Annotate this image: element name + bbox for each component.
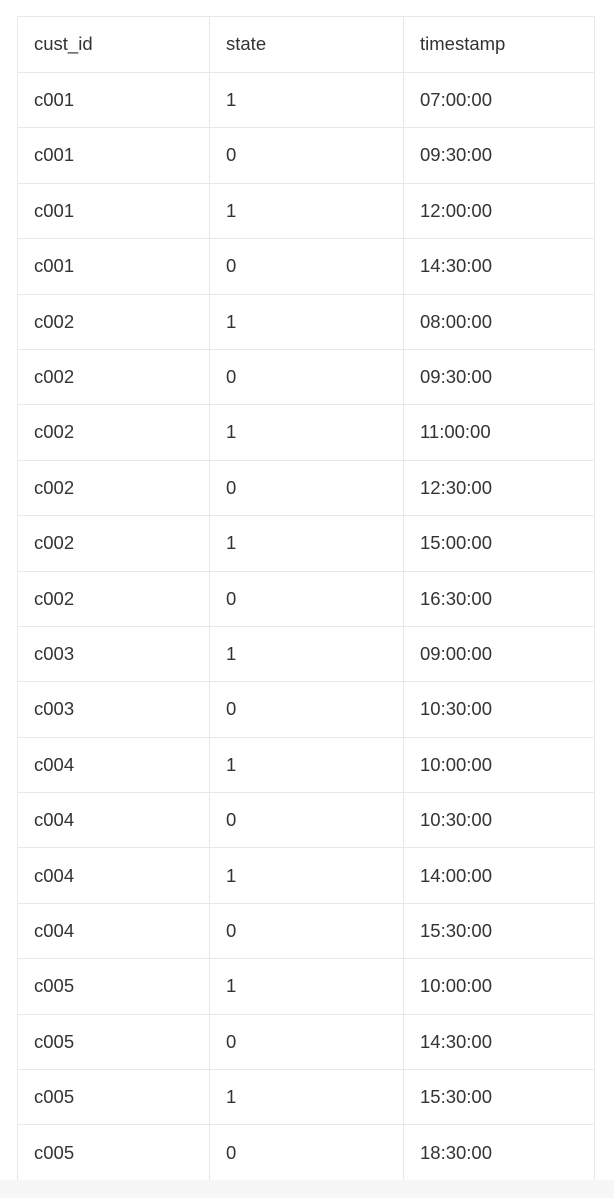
cell-timestamp: 14:00:00	[403, 847, 595, 904]
cell-state: 1	[209, 515, 404, 572]
cell-cust-id: c005	[17, 1069, 210, 1126]
table-row: c004 0 10:30:00	[17, 792, 595, 849]
cell-state: 1	[209, 958, 404, 1015]
cell-state: 0	[209, 902, 404, 960]
cell-timestamp: 15:00:00	[403, 515, 595, 572]
cell-state: 1	[209, 71, 404, 129]
cell-cust-id: c004	[17, 792, 210, 849]
cell-cust-id: c001	[17, 127, 210, 184]
column-header-state: state	[209, 16, 404, 73]
table-row: c005 1 15:30:00	[17, 1069, 595, 1126]
column-header-timestamp: timestamp	[403, 16, 595, 73]
cell-timestamp: 12:00:00	[403, 182, 595, 240]
cell-timestamp: 14:30:00	[403, 238, 595, 295]
table-row: c005 0 18:30:00	[17, 1124, 595, 1181]
cell-cust-id: c002	[17, 293, 210, 350]
cell-timestamp: 10:30:00	[403, 681, 595, 738]
cell-state: 0	[209, 1124, 404, 1181]
cell-cust-id: c002	[17, 459, 210, 517]
cell-cust-id: c001	[17, 182, 210, 240]
data-table-container: cust_id state timestamp c001 1 07:00:00 c00…	[17, 16, 595, 1181]
cell-cust-id: c004	[17, 736, 210, 794]
customer-state-table: cust_id state timestamp c001 1 07:00:00 c00…	[17, 16, 595, 1181]
cell-timestamp: 10:30:00	[403, 792, 595, 849]
cell-timestamp: 15:30:00	[403, 902, 595, 960]
cell-state: 0	[209, 792, 404, 849]
cell-cust-id: c002	[17, 404, 210, 461]
cell-timestamp: 14:30:00	[403, 1013, 595, 1071]
table-row: c005 0 14:30:00	[17, 1013, 595, 1071]
cell-cust-id: c002	[17, 570, 210, 627]
table-body: c001 1 07:00:00 c001 0 09:30:00 c001 1 12:00:00 c…	[17, 71, 595, 1181]
cell-state: 0	[209, 681, 404, 738]
cell-timestamp: 07:00:00	[403, 71, 595, 129]
cell-state: 1	[209, 625, 404, 683]
table-row: c001 1 07:00:00	[17, 71, 595, 129]
cell-cust-id: c002	[17, 348, 210, 406]
cell-cust-id: c001	[17, 71, 210, 129]
cell-timestamp: 12:30:00	[403, 459, 595, 517]
cell-cust-id: c004	[17, 902, 210, 960]
table-row: c002 1 11:00:00	[17, 404, 595, 461]
cell-timestamp: 11:00:00	[403, 404, 595, 461]
cell-cust-id: c003	[17, 625, 210, 683]
cell-state: 1	[209, 404, 404, 461]
cell-state: 1	[209, 1069, 404, 1126]
table-row: c004 0 15:30:00	[17, 902, 595, 960]
table-row: c004 1 10:00:00	[17, 736, 595, 794]
table-row: c005 1 10:00:00	[17, 958, 595, 1015]
table-row: c001 0 09:30:00	[17, 127, 595, 184]
cell-timestamp: 09:00:00	[403, 625, 595, 683]
table-header: cust_id state timestamp	[17, 16, 595, 73]
cell-timestamp: 10:00:00	[403, 736, 595, 794]
cell-state: 0	[209, 459, 404, 517]
table-row: c001 0 14:30:00	[17, 238, 595, 295]
cell-state: 0	[209, 570, 404, 627]
cell-timestamp: 08:00:00	[403, 293, 595, 350]
table-header-row: cust_id state timestamp	[17, 16, 595, 73]
cell-timestamp: 10:00:00	[403, 958, 595, 1015]
table-row: c001 1 12:00:00	[17, 182, 595, 240]
cell-state: 0	[209, 1013, 404, 1071]
column-header-cust-id: cust_id	[17, 16, 210, 73]
cell-timestamp: 09:30:00	[403, 127, 595, 184]
cell-cust-id: c005	[17, 958, 210, 1015]
table-row: c002 0 09:30:00	[17, 348, 595, 406]
table-row: c002 0 16:30:00	[17, 570, 595, 627]
cell-cust-id: c003	[17, 681, 210, 738]
cell-cust-id: c004	[17, 847, 210, 904]
cell-state: 0	[209, 238, 404, 295]
cell-timestamp: 16:30:00	[403, 570, 595, 627]
table-row: c003 0 10:30:00	[17, 681, 595, 738]
cell-state: 1	[209, 847, 404, 904]
cell-timestamp: 15:30:00	[403, 1069, 595, 1126]
table-row: c003 1 09:00:00	[17, 625, 595, 683]
cell-state: 1	[209, 736, 404, 794]
cell-timestamp: 18:30:00	[403, 1124, 595, 1181]
table-row: c002 1 15:00:00	[17, 515, 595, 572]
cell-state: 0	[209, 348, 404, 406]
cell-state: 1	[209, 293, 404, 350]
cell-state: 0	[209, 127, 404, 184]
cell-cust-id: c001	[17, 238, 210, 295]
table-row: c002 1 08:00:00	[17, 293, 595, 350]
table-row: c002 0 12:30:00	[17, 459, 595, 517]
table-row: c004 1 14:00:00	[17, 847, 595, 904]
cell-cust-id: c005	[17, 1013, 210, 1071]
cell-cust-id: c005	[17, 1124, 210, 1181]
cell-timestamp: 09:30:00	[403, 348, 595, 406]
cell-state: 1	[209, 182, 404, 240]
cell-cust-id: c002	[17, 515, 210, 572]
bottom-strip	[0, 1180, 614, 1198]
